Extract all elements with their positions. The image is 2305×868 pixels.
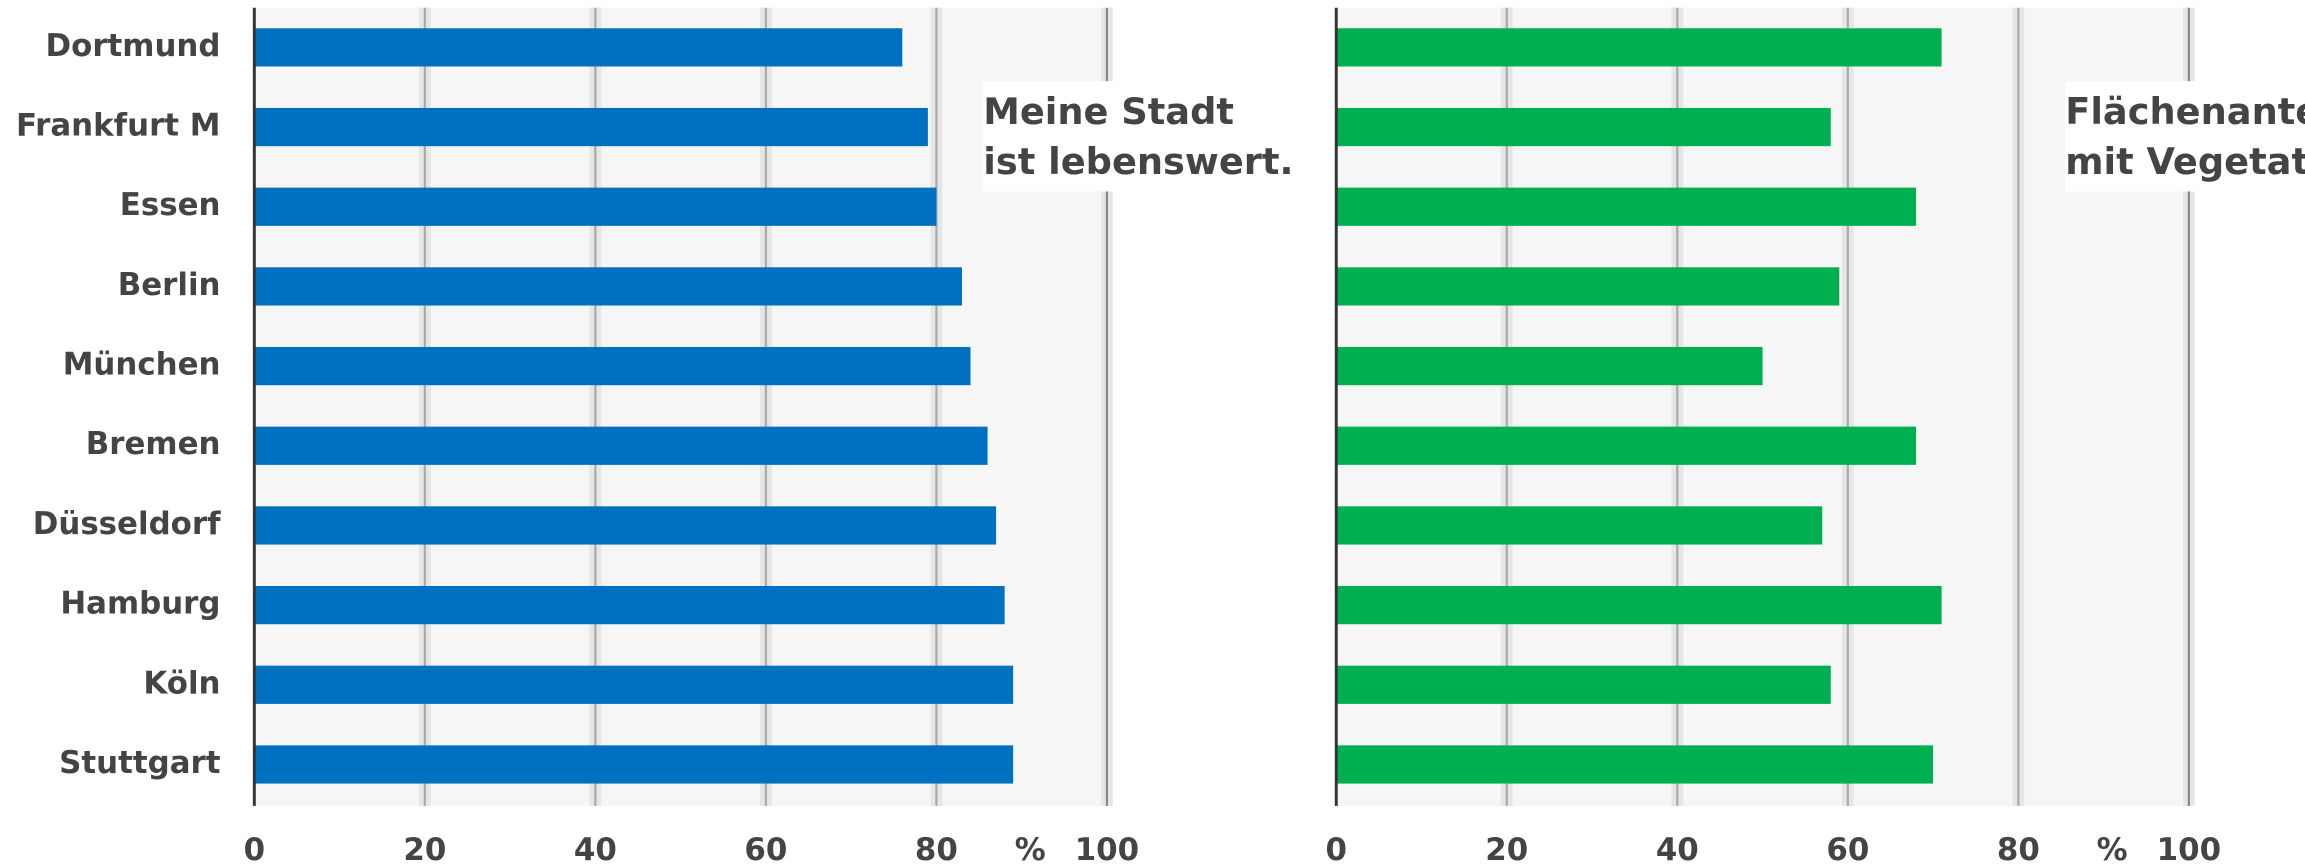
bar (254, 586, 1005, 625)
y-tick-label: Köln (143, 665, 220, 701)
chart-title: ist lebenswert. (983, 140, 1293, 183)
x-tick-label: 40 (1656, 832, 1699, 868)
bar (254, 267, 962, 306)
y-tick-label: Bremen (86, 426, 221, 462)
y-tick-label: Düsseldorf (33, 506, 221, 542)
y-tick-label: Dortmund (46, 28, 221, 64)
y-tick-label: Frankfurt M (16, 108, 220, 144)
x-tick-label: 60 (744, 832, 787, 868)
y-tick-label: München (63, 347, 221, 383)
x-tick-label: 40 (574, 832, 617, 868)
bar (1336, 346, 1763, 386)
x-tick-label: 20 (1485, 832, 1528, 868)
bar (254, 665, 1014, 704)
x-tick-label: 0 (1326, 832, 1347, 868)
bar (1336, 187, 1917, 226)
y-tick-label: Essen (120, 187, 221, 223)
bar (1336, 506, 1823, 545)
x-tick-label: 0 (244, 832, 265, 868)
bar (254, 506, 997, 545)
x-axis-label: % (1015, 832, 1046, 868)
bar (1336, 28, 1942, 67)
y-tick-label: Stuttgart (59, 745, 221, 781)
chart-title: mit Vegetation (2065, 140, 2305, 183)
x-tick-label: 100 (1075, 832, 1139, 868)
bar (1336, 745, 1934, 784)
bar (254, 187, 937, 226)
bar (254, 426, 988, 465)
x-tick-label: 60 (1826, 832, 1869, 868)
x-tick-label: 80 (1997, 832, 2040, 868)
x-tick-label: 20 (403, 832, 446, 868)
y-tick-label: Hamburg (60, 586, 220, 622)
bar (254, 107, 928, 147)
bar (254, 745, 1014, 784)
x-tick-label: 100 (2157, 832, 2221, 868)
bar (1336, 586, 1942, 625)
bar (254, 28, 903, 67)
title-background (2065, 81, 2305, 192)
x-axis-label: % (2097, 832, 2128, 868)
bar (1336, 267, 1840, 306)
x-tick-label: 80 (915, 832, 958, 868)
chart-title: Flächenanteil (2065, 90, 2305, 133)
bar (1336, 107, 1831, 147)
bar (1336, 426, 1917, 465)
y-tick-label: Berlin (118, 267, 221, 303)
bar (254, 346, 971, 386)
title-background (983, 81, 1300, 192)
bar (1336, 665, 1831, 704)
chart-title: Meine Stadt (983, 90, 1234, 133)
